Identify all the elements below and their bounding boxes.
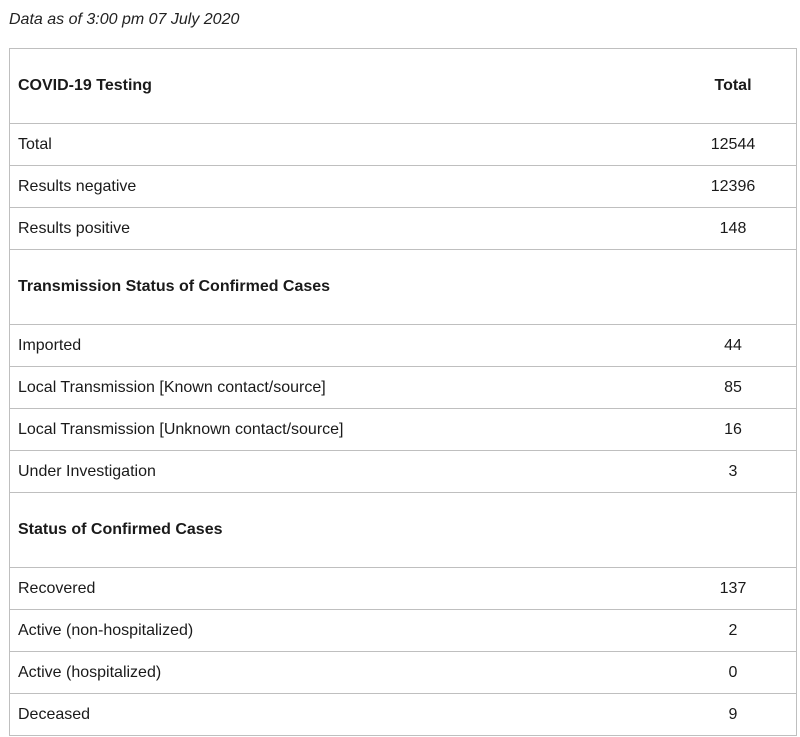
- header-total: Total: [670, 48, 797, 124]
- row-label: Recovered: [9, 567, 670, 610]
- section-title-transmission: Transmission Status of Confirmed Cases: [9, 249, 670, 325]
- table-row: Under Investigation 3: [9, 450, 797, 493]
- row-label: Deceased: [9, 693, 670, 736]
- row-label: Local Transmission [Unknown contact/sour…: [9, 408, 670, 451]
- row-label: Imported: [9, 324, 670, 367]
- table-row: Local Transmission [Known contact/source…: [9, 366, 797, 409]
- data-as-of-caption: Data as of 3:00 pm 07 July 2020: [9, 11, 240, 28]
- row-value: 0: [670, 651, 797, 694]
- section-header-row: Status of Confirmed Cases: [9, 492, 797, 568]
- row-label: Active (non-hospitalized): [9, 609, 670, 652]
- row-value: 44: [670, 324, 797, 367]
- row-label: Under Investigation: [9, 450, 670, 493]
- table-row: Active (non-hospitalized) 2: [9, 609, 797, 652]
- table-header-row: COVID-19 Testing Total: [9, 48, 797, 124]
- row-value: 2: [670, 609, 797, 652]
- row-value: 12396: [670, 165, 797, 208]
- covid-testing-table: COVID-19 Testing Total Total 12544 Resul…: [9, 48, 797, 736]
- row-value: 85: [670, 366, 797, 409]
- row-value: 9: [670, 693, 797, 736]
- section-title-status: Status of Confirmed Cases: [9, 492, 670, 568]
- section-empty-cell: [670, 492, 797, 568]
- row-label: Results negative: [9, 165, 670, 208]
- row-label: Results positive: [9, 207, 670, 250]
- section-header-row: Transmission Status of Confirmed Cases: [9, 249, 797, 325]
- row-value: 16: [670, 408, 797, 451]
- table-row: Active (hospitalized) 0: [9, 651, 797, 694]
- table-row: Recovered 137: [9, 567, 797, 610]
- table-row: Local Transmission [Unknown contact/sour…: [9, 408, 797, 451]
- row-label: Local Transmission [Known contact/source…: [9, 366, 670, 409]
- row-value: 12544: [670, 123, 797, 166]
- table-row: Results positive 148: [9, 207, 797, 250]
- table-row: Deceased 9: [9, 693, 797, 736]
- table-row: Total 12544: [9, 123, 797, 166]
- row-value: 3: [670, 450, 797, 493]
- row-label: Active (hospitalized): [9, 651, 670, 694]
- row-value: 137: [670, 567, 797, 610]
- header-label: COVID-19 Testing: [9, 48, 670, 124]
- table-row: Results negative 12396: [9, 165, 797, 208]
- section-empty-cell: [670, 249, 797, 325]
- table-row: Imported 44: [9, 324, 797, 367]
- row-value: 148: [670, 207, 797, 250]
- row-label: Total: [9, 123, 670, 166]
